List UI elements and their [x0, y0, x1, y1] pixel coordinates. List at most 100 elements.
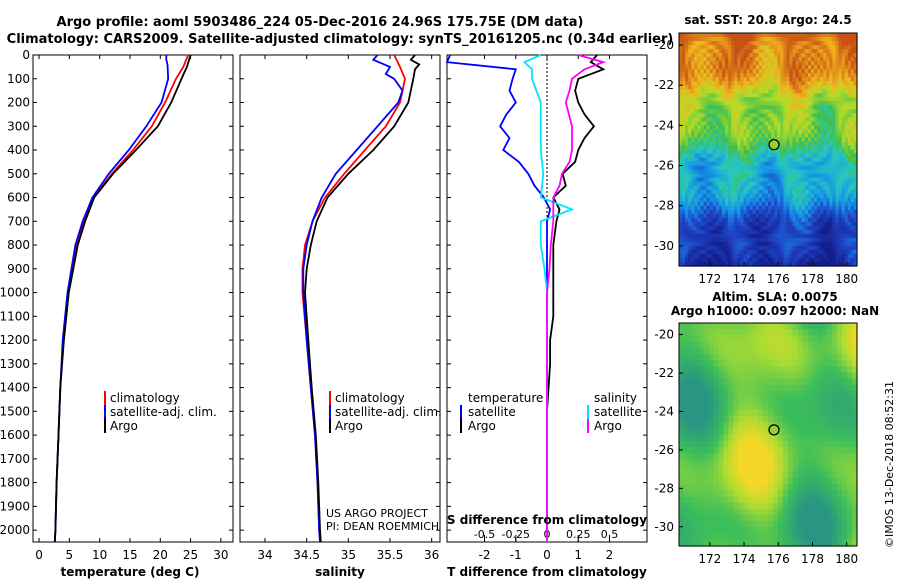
map-cell [758, 141, 763, 147]
map-cell [718, 101, 723, 106]
map-cell [826, 241, 830, 247]
map-cell [758, 484, 764, 491]
map-cell [679, 201, 683, 207]
map-cell [768, 360, 774, 367]
map-cell [823, 141, 827, 147]
map-cell [823, 253, 827, 259]
map-cell [703, 490, 710, 498]
map-cell [697, 193, 702, 199]
map-cell [697, 145, 702, 151]
map-cell [774, 81, 778, 86]
map-cell [847, 45, 852, 50]
map-cell [721, 161, 726, 167]
map-cell [715, 253, 720, 259]
map-cell [718, 323, 725, 330]
map-cell [758, 193, 763, 199]
map-cell [783, 197, 788, 203]
map-cell [777, 225, 781, 231]
map-cell [783, 65, 788, 70]
map-cell [691, 57, 695, 62]
map-cell [708, 453, 715, 460]
map-cell [709, 93, 714, 98]
map-cell [688, 233, 692, 239]
map-cell [758, 169, 763, 175]
map-cell [817, 53, 821, 58]
map-cell [822, 366, 828, 374]
map-cell [804, 209, 809, 215]
map-cell [758, 65, 763, 70]
map-cell [792, 347, 799, 355]
map-cell [772, 323, 779, 330]
map-cell [798, 189, 803, 195]
map-cell [728, 341, 734, 349]
map-cell [807, 527, 814, 535]
map-cell [829, 101, 834, 106]
map-cell [728, 161, 732, 167]
map-cell [743, 57, 748, 62]
map-cell [768, 323, 774, 330]
map-cell [725, 141, 729, 147]
map-cell [822, 378, 828, 386]
map-cell [832, 527, 838, 535]
map-cell [827, 329, 833, 336]
map-cell [777, 484, 784, 491]
map-cell [832, 81, 837, 86]
map-cell [691, 177, 695, 183]
map-cell [697, 169, 702, 175]
map-cell [683, 502, 690, 510]
map-cell [718, 145, 723, 151]
map-cell [842, 484, 848, 491]
map-cell [755, 205, 760, 211]
map-cell [777, 77, 781, 82]
map-cell [782, 366, 789, 374]
map-cell [763, 360, 769, 367]
map-cell [723, 335, 730, 343]
map-cell [852, 496, 858, 504]
map-cell [847, 193, 852, 199]
map-cell [723, 360, 730, 367]
map-cell [700, 169, 705, 175]
map-cell [753, 347, 759, 355]
map-cell [826, 93, 830, 98]
map-cell [746, 177, 751, 183]
map-cell [850, 57, 855, 62]
map-cell [679, 453, 685, 460]
map-cell [718, 521, 725, 529]
map-cell [761, 241, 766, 247]
map-cell [723, 508, 730, 516]
map-cell [844, 113, 849, 118]
map-cell [777, 117, 781, 122]
map-cell [768, 209, 772, 215]
map-cell [709, 245, 714, 251]
map-cell [698, 477, 705, 485]
map-cell [749, 253, 754, 259]
map-cell [801, 217, 806, 223]
map-cell [683, 323, 690, 330]
map-cell [734, 145, 738, 151]
map-cell [838, 113, 843, 118]
map-cell [822, 422, 828, 429]
map-cell [789, 37, 794, 42]
map-cell [768, 378, 774, 386]
map-cell [712, 97, 717, 102]
map-cell [725, 93, 729, 98]
map-cell [801, 125, 806, 131]
map-cell [771, 69, 775, 74]
map-cell [743, 169, 748, 175]
map-cell [725, 181, 729, 187]
map-cell [829, 181, 834, 187]
map-cell [709, 53, 714, 58]
map-cell [682, 65, 686, 70]
map-cell [850, 225, 855, 231]
map-cell [688, 335, 695, 343]
map-cell [771, 81, 775, 86]
map-cell [838, 141, 843, 147]
map-cell [782, 428, 789, 436]
map-cell [712, 257, 717, 263]
depth-tick-label: 900 [7, 262, 30, 276]
map-cell [780, 197, 784, 203]
map-cell [782, 422, 789, 429]
map-cell [838, 105, 843, 110]
map-cell [820, 177, 824, 183]
map-cell [832, 372, 838, 380]
